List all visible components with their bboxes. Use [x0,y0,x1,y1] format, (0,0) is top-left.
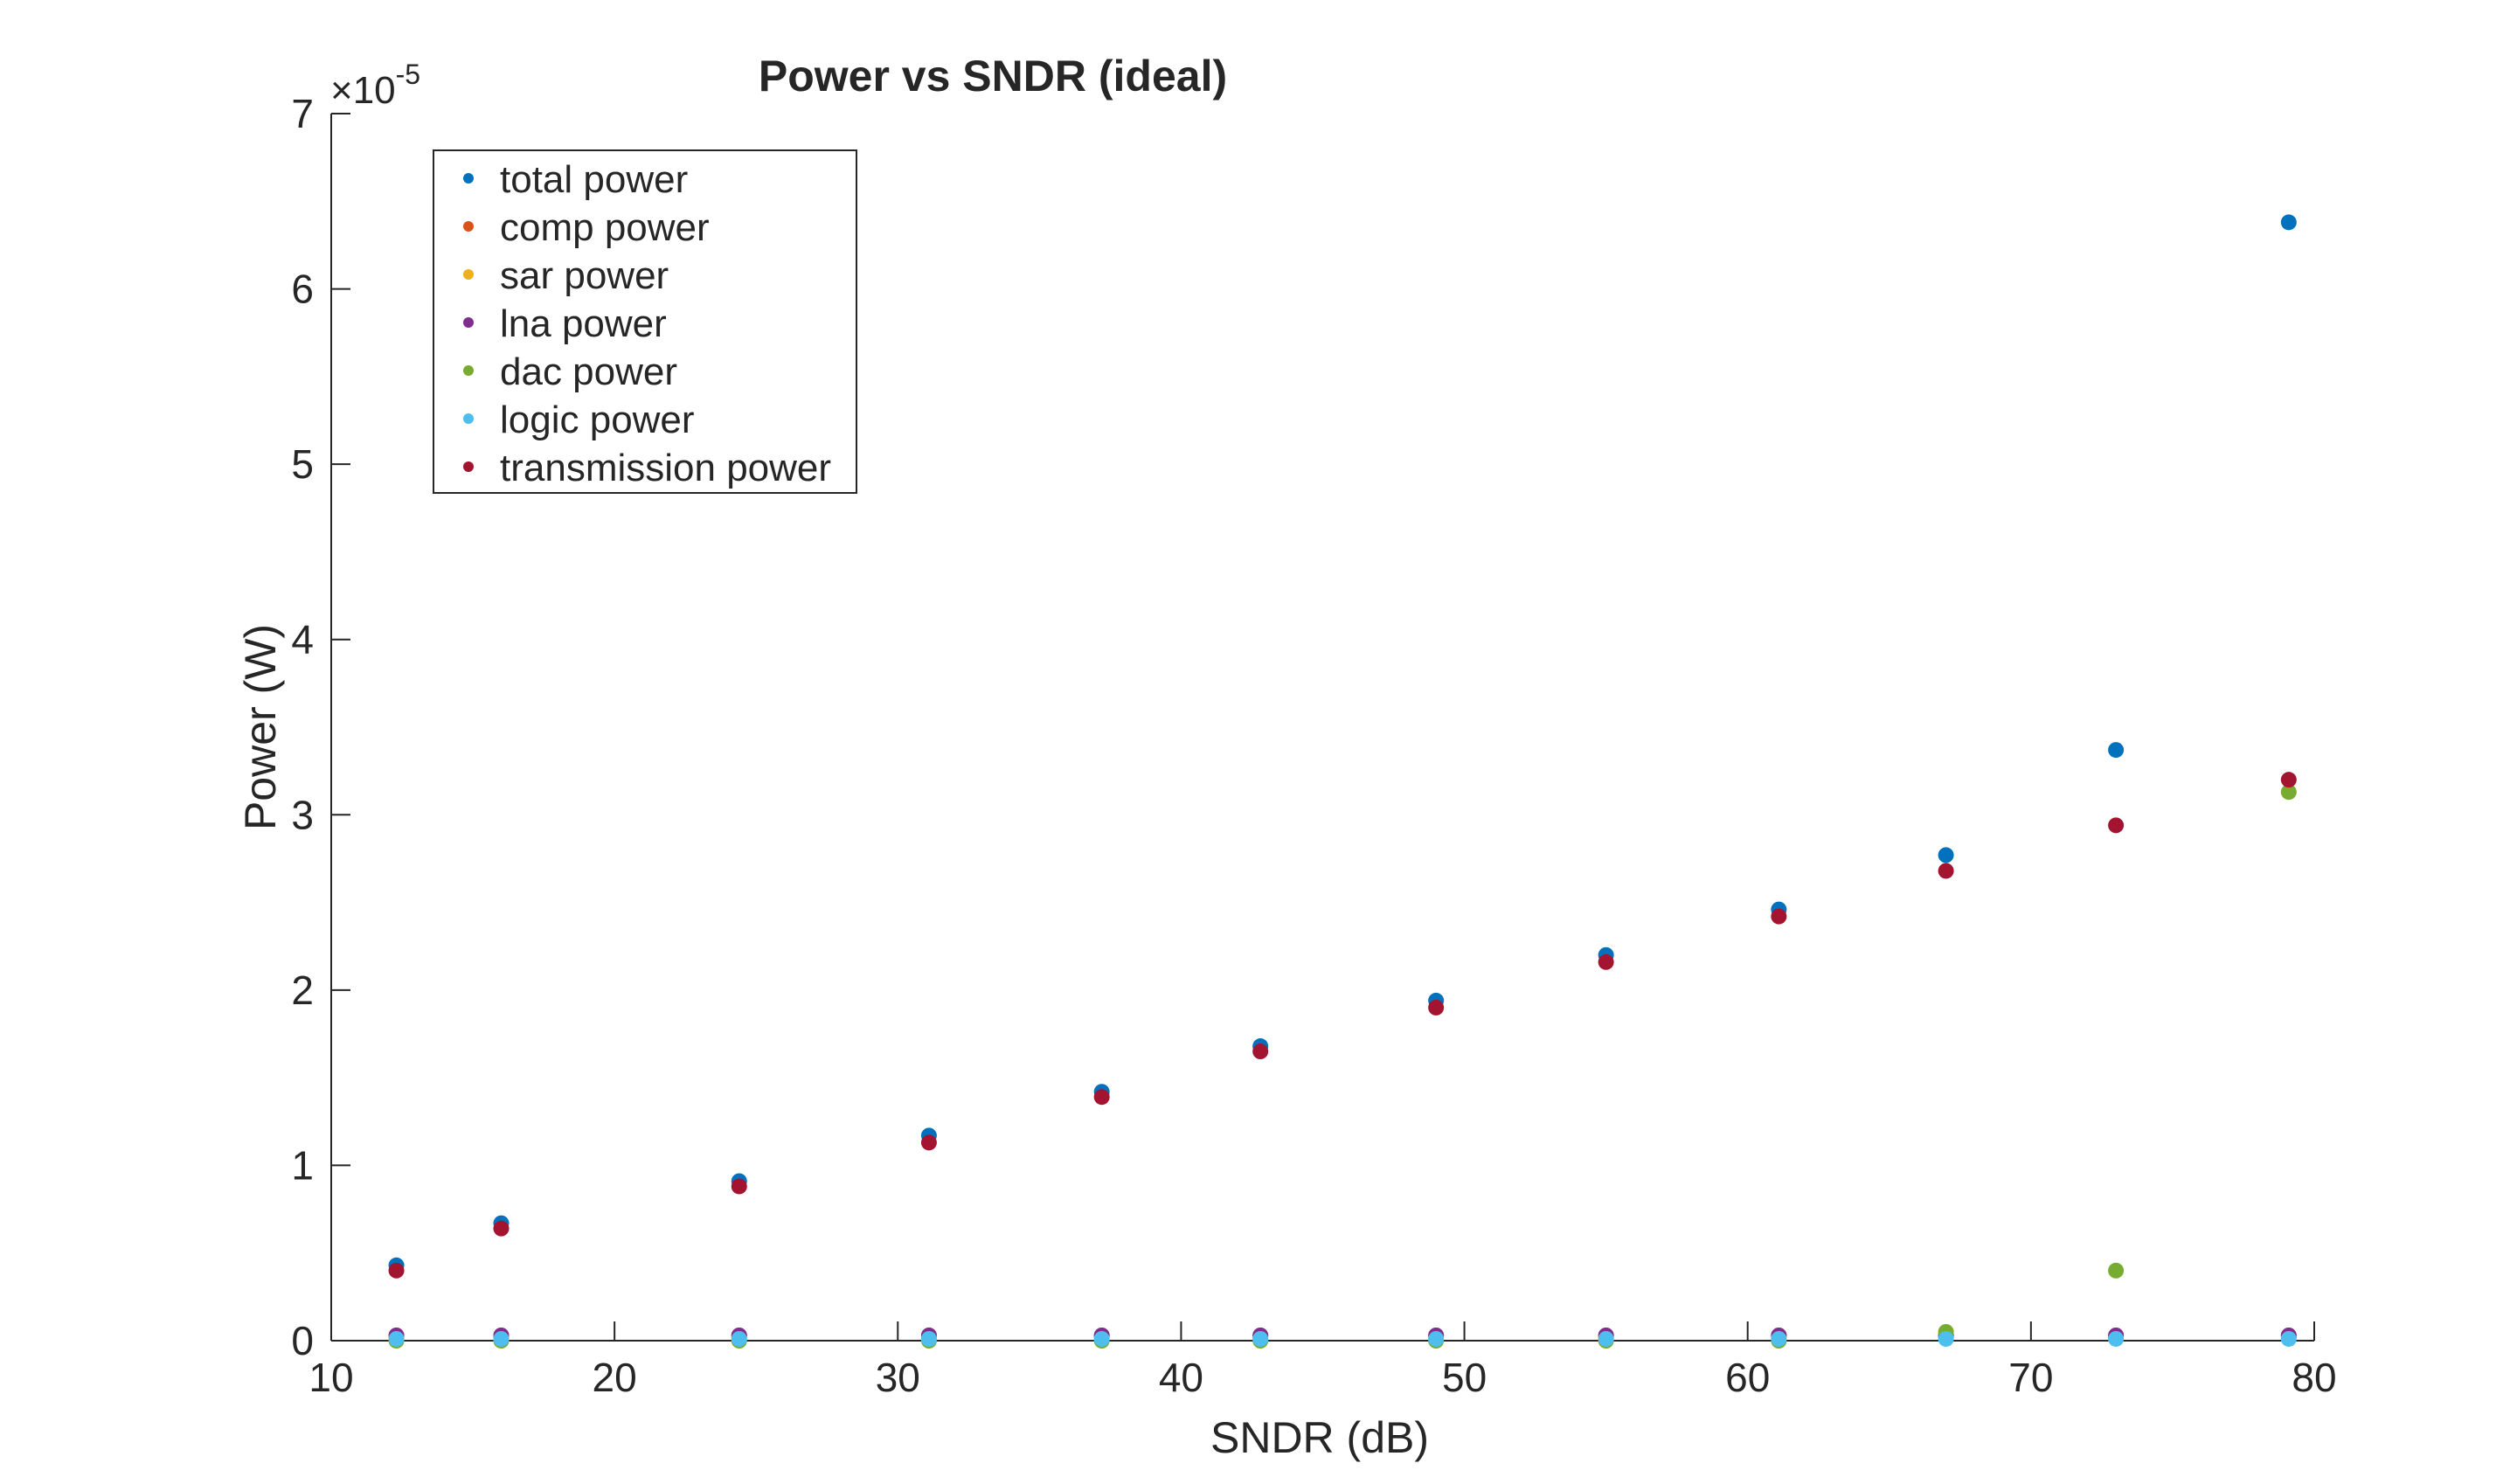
x-tick-label: 30 [876,1355,920,1400]
y-tick-label: 5 [291,441,314,487]
data-point [1428,1330,1445,1347]
x-tick-label: 10 [309,1355,353,1400]
legend: total power comp power sar power lna power d… [433,149,857,494]
legend-marker [463,413,474,424]
x-tick-label: 80 [2292,1355,2336,1400]
legend-marker [463,365,474,376]
legend-marker [463,221,474,232]
data-point [731,1330,747,1347]
legend-label: total power [500,158,688,201]
legend-label: logic power [500,399,695,441]
data-point [731,1178,747,1195]
data-point [1252,1330,1269,1347]
x-tick-label: 60 [1725,1355,1770,1400]
data-point [1771,908,1787,925]
y-axis-label: Power (W) [236,624,285,830]
series-transmission-power [388,772,2297,1279]
x-tick-label: 70 [2008,1355,2053,1400]
legend-label: dac power [500,350,677,393]
legend-label: lna power [500,302,667,345]
data-point [2280,214,2297,231]
data-point [2108,742,2125,759]
data-point [2280,772,2297,788]
y-axis-exponent-base: ×10 [330,69,396,112]
data-point [493,1220,510,1237]
data-point [1938,1330,1954,1347]
y-tick-label: 0 [291,1318,314,1363]
legend-marker [463,269,474,280]
x-axis-ticks: 10 20 30 40 50 60 70 80 [309,1321,2337,1400]
data-point [2108,817,2125,834]
x-tick-label: 50 [1442,1355,1487,1400]
y-axis-exponent: ×10-5 [330,59,420,112]
legend-box [433,149,857,494]
data-point [1938,847,1954,863]
data-point [1428,999,1445,1016]
y-tick-label: 4 [291,617,314,662]
x-tick-label: 40 [1159,1355,1203,1400]
y-tick-label: 6 [291,267,314,312]
x-tick-label: 20 [593,1355,637,1400]
legend-label: sar power [500,254,669,297]
data-point [2108,1330,2125,1347]
data-point [2280,784,2297,801]
legend-label: transmission power [500,447,831,489]
y-tick-label: 3 [291,792,314,837]
data-point [920,1134,937,1151]
data-point [2108,1262,2125,1279]
legend-marker [463,317,474,328]
data-point [1093,1330,1110,1347]
data-point [1598,954,1614,970]
y-tick-label: 7 [291,91,314,136]
x-axis-label: SNDR (dB) [1210,1413,1429,1462]
data-points [388,214,2297,1349]
data-point [1093,1089,1110,1106]
data-point [1771,1330,1787,1347]
data-point [920,1330,937,1347]
legend-marker [463,173,474,184]
legend-marker [463,461,474,472]
data-point [1938,863,1954,879]
data-point [388,1330,405,1347]
data-point [1598,1330,1614,1347]
data-point [388,1262,405,1279]
y-axis-exponent-power: -5 [396,59,420,90]
y-tick-label: 2 [291,967,314,1013]
legend-label: comp power [500,206,710,249]
data-point [2280,1330,2297,1347]
y-tick-label: 1 [291,1142,314,1188]
y-axis-ticks: 0 1 2 3 4 5 6 7 [291,91,350,1363]
series-logic-power [388,1330,2297,1347]
chart-title: Power vs SNDR (ideal) [759,52,1227,101]
data-point [493,1330,510,1347]
data-point [1252,1044,1269,1060]
plot-area [330,114,2314,1342]
